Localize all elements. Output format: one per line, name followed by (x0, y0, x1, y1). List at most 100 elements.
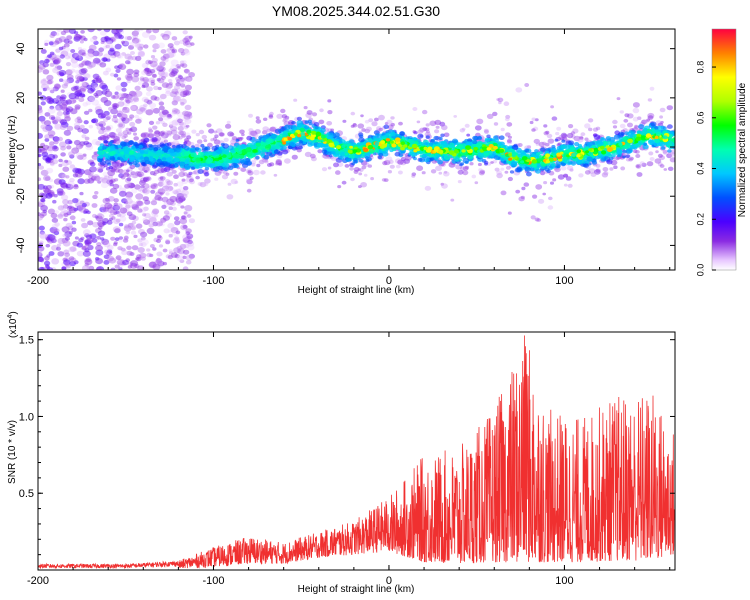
spectral-blob (57, 237, 66, 245)
spectral-blob (182, 30, 188, 35)
spectral-blob (134, 85, 141, 91)
spectral-blob (233, 171, 239, 176)
spectral-blob (500, 190, 507, 196)
spectral-blob (137, 171, 145, 177)
spectral-blob (78, 35, 83, 39)
spectral-blob (49, 105, 55, 110)
spectral-blob (412, 107, 418, 111)
spectral-blob (155, 121, 161, 125)
spectral-blob (40, 101, 46, 106)
spectral-blob (654, 158, 662, 164)
spectral-blob (88, 265, 95, 270)
spectral-blob (153, 237, 159, 243)
spectral-blob (280, 108, 286, 114)
spectral-blob (179, 39, 185, 45)
spectral-blob (176, 245, 183, 251)
spectral-blob (115, 210, 120, 214)
spectral-blob (144, 151, 149, 155)
spectral-blob (38, 147, 42, 154)
spectral-blob (122, 169, 129, 175)
spectral-blob (361, 128, 366, 132)
spectral-blob (79, 124, 85, 129)
spectral-blob (103, 41, 111, 47)
spectral-blob (98, 154, 104, 159)
spectral-blob (167, 255, 173, 260)
spectral-blob (119, 163, 125, 167)
spectral-blob (107, 40, 113, 45)
spectral-blob (563, 183, 568, 187)
spectral-blob (119, 115, 124, 120)
spectral-blob (503, 101, 510, 106)
spectral-blob (158, 66, 166, 72)
spectral-blob (136, 43, 142, 48)
spectral-blob (181, 197, 186, 201)
spectral-blob (655, 150, 659, 154)
spectral-blob (223, 170, 228, 175)
spectral-blob (163, 37, 169, 41)
spectral-blob (49, 141, 55, 146)
spectral-blob (157, 78, 165, 84)
spectral-blob (94, 215, 99, 219)
spectral-blob (56, 29, 62, 33)
spectral-blob (255, 116, 260, 120)
spectral-blob (102, 45, 108, 50)
spectral-blob (186, 77, 192, 82)
spectral-blob (206, 123, 212, 128)
spectral-blob (156, 239, 161, 243)
spectral-blob (298, 145, 303, 150)
spectral-blob (70, 49, 76, 53)
spectral-blob (53, 136, 60, 142)
spectral-blob (201, 146, 208, 152)
spectral-blob (102, 241, 108, 245)
spectral-blob (153, 183, 158, 187)
spectral-blob (443, 154, 451, 161)
spectral-blob (150, 184, 156, 189)
spectral-blob (125, 109, 130, 114)
spectral-blob (159, 192, 164, 196)
spectral-blob (180, 83, 186, 88)
spectral-blob (52, 120, 58, 125)
spectral-blob (80, 78, 85, 82)
spectral-blob (171, 36, 178, 41)
spectral-blob (159, 179, 165, 183)
spectral-blob (38, 107, 43, 114)
spectral-blob (185, 42, 193, 48)
spectral-blob (70, 68, 76, 73)
spectral-blob (134, 263, 140, 269)
spectral-blob (66, 211, 72, 216)
spectral-blob (177, 248, 185, 255)
spectral-blob (79, 40, 84, 44)
spectral-blob (132, 95, 139, 101)
spectral-blob (345, 158, 350, 162)
spectral-blob (85, 143, 94, 151)
spectral-blob (113, 136, 120, 142)
spectral-blob (171, 169, 177, 174)
spectral-blob (186, 233, 194, 239)
spectral-blob (353, 160, 358, 164)
spectral-blob (295, 146, 299, 150)
spectral-blob (146, 176, 151, 180)
spectral-blob (43, 187, 50, 193)
spectral-blob (54, 210, 59, 214)
spectral-blob (171, 68, 179, 74)
spectral-blob (196, 139, 203, 144)
spectral-blob (50, 162, 55, 167)
spectral-blob (64, 113, 70, 119)
spectral-blob (66, 74, 74, 80)
spectral-blob (114, 237, 120, 242)
spectral-blob (178, 161, 186, 167)
spectral-blob (632, 116, 639, 122)
spectral-blob (75, 33, 80, 38)
spectral-blob (99, 123, 104, 127)
spectral-blob (60, 30, 67, 36)
spectral-blob (61, 208, 68, 214)
spectral-blob (49, 226, 58, 234)
spectral-blob (55, 113, 62, 118)
spectral-blob (165, 185, 173, 192)
spectral-blob (158, 244, 164, 248)
spectral-blob (109, 47, 115, 52)
spectral-blob (658, 141, 666, 147)
spectral-blob (160, 56, 167, 61)
spectral-blob (159, 179, 164, 184)
spectral-blob (102, 171, 109, 177)
